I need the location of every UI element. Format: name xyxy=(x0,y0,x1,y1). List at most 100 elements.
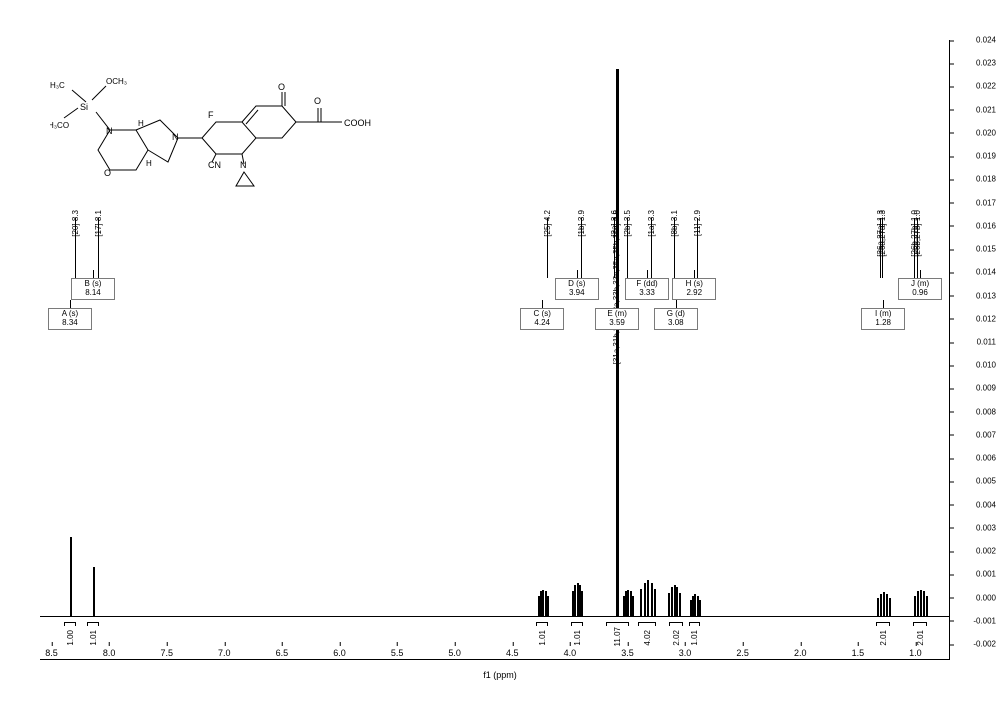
x-tick: 3.0 xyxy=(679,648,692,658)
nmr-peak xyxy=(651,583,653,617)
svg-text:H: H xyxy=(138,119,144,128)
integral-value: 2.01 xyxy=(916,630,925,646)
nmr-peak xyxy=(920,590,922,617)
multiplet-stem xyxy=(542,300,543,308)
peak-label-stem xyxy=(651,218,652,278)
x-tick: 3.5 xyxy=(621,648,634,658)
y-tick: 0.021 xyxy=(956,105,996,114)
nmr-peak xyxy=(93,567,95,617)
integral-bracket xyxy=(638,622,655,626)
svg-text:H₃CO: H₃CO xyxy=(50,121,69,130)
svg-text:H: H xyxy=(146,159,152,168)
integral-bracket xyxy=(87,622,99,626)
x-tick: 8.5 xyxy=(45,648,58,658)
integral-value: 1.01 xyxy=(573,630,582,646)
peak-label-stem xyxy=(674,218,675,278)
svg-text:Si: Si xyxy=(80,102,88,112)
multiplet-box: D (s)3.94 xyxy=(555,278,599,300)
x-tick: 2.0 xyxy=(794,648,807,658)
molecular-structure: Si H₃C OCH₃ H₃CO N O N H H F CN N xyxy=(50,50,400,220)
nmr-peak xyxy=(676,587,678,617)
nmr-peak xyxy=(699,600,701,617)
x-tick: 5.0 xyxy=(448,648,461,658)
y-tick: 0.014 xyxy=(956,268,996,277)
y-tick: 0.023 xyxy=(956,59,996,68)
nmr-peak xyxy=(926,596,928,617)
multiplet-box: G (d)3.08 xyxy=(654,308,698,330)
y-tick: 0.002 xyxy=(956,547,996,556)
nmr-peak xyxy=(917,591,919,617)
peak-label-stem xyxy=(98,218,99,278)
x-tick: 6.5 xyxy=(276,648,289,658)
x-tick: 4.5 xyxy=(506,648,519,658)
svg-text:O: O xyxy=(104,168,111,178)
integral-value: 2.02 xyxy=(672,630,681,646)
y-tick: -0.002 xyxy=(956,640,996,649)
peak-label-stem xyxy=(547,218,548,278)
integral-bracket xyxy=(876,622,890,626)
integral-bracket xyxy=(689,622,701,626)
multiplet-stem xyxy=(647,270,648,278)
nmr-peak xyxy=(883,592,885,617)
multiplet-stem xyxy=(70,300,71,308)
multiplet-box: H (s)2.92 xyxy=(672,278,716,300)
x-tick: 6.0 xyxy=(333,648,346,658)
y-tick: 0.012 xyxy=(956,314,996,323)
nmr-peak xyxy=(668,593,670,617)
peak-label-stem xyxy=(882,218,883,278)
nmr-peak xyxy=(914,596,916,617)
x-axis-label: f1 (ppm) xyxy=(483,670,517,680)
x-axis-line-bottom xyxy=(40,659,950,660)
integral-bracket xyxy=(571,622,583,626)
integral-value: 1.01 xyxy=(538,630,547,646)
y-tick: 0.016 xyxy=(956,221,996,230)
y-axis: 0.0240.0230.0220.0210.0200.0190.0180.017… xyxy=(956,40,996,644)
multiplet-box: F (dd)3.33 xyxy=(625,278,669,300)
peak-label-stem xyxy=(616,218,617,278)
svg-text:COOH: COOH xyxy=(344,118,371,128)
svg-text:N: N xyxy=(106,126,113,136)
svg-text:CN: CN xyxy=(208,160,221,170)
y-tick: 0.010 xyxy=(956,361,996,370)
y-tick: 0.008 xyxy=(956,407,996,416)
multiplet-stem xyxy=(883,300,884,308)
integral-value: 1.00 xyxy=(66,630,75,646)
integral-bracket xyxy=(913,622,927,626)
nmr-peak xyxy=(644,583,646,617)
nmr-peak xyxy=(674,585,676,617)
y-tick: 0.009 xyxy=(956,384,996,393)
y-tick: 0.006 xyxy=(956,454,996,463)
multiplet-box: I (m)1.28 xyxy=(861,308,905,330)
y-tick: 0.011 xyxy=(956,338,996,347)
nmr-peak xyxy=(647,580,649,617)
nmr-peak xyxy=(632,596,634,617)
nmr-peak xyxy=(671,587,673,617)
svg-text:N: N xyxy=(172,132,179,142)
multiplet-stem xyxy=(617,300,618,308)
peak-label-stem xyxy=(697,218,698,278)
integral-value: 2.01 xyxy=(879,630,888,646)
y-tick: 0.024 xyxy=(956,36,996,45)
y-tick: 0.018 xyxy=(956,175,996,184)
multiplet-box: C (s)4.24 xyxy=(520,308,564,330)
x-tick: 5.5 xyxy=(391,648,404,658)
multiplet-stem xyxy=(694,270,695,278)
nmr-peak xyxy=(547,596,549,617)
peak-label-stem xyxy=(581,218,582,278)
y-tick: 0.019 xyxy=(956,152,996,161)
peak-label-stem xyxy=(75,218,76,278)
svg-text:H₃C: H₃C xyxy=(50,81,65,90)
svg-text:F: F xyxy=(208,110,214,120)
y-tick: 0.015 xyxy=(956,245,996,254)
multiplet-box: E (m)3.59 xyxy=(595,308,639,330)
integral-value: 1.01 xyxy=(89,630,98,646)
nmr-peak xyxy=(581,591,583,617)
nmr-peak xyxy=(877,598,879,617)
nmr-peak xyxy=(923,591,925,617)
svg-text:O: O xyxy=(278,82,285,92)
nmr-peak xyxy=(70,537,72,617)
nmr-peak xyxy=(880,594,882,617)
y-tick: 0.013 xyxy=(956,291,996,300)
peak-label-stem xyxy=(917,218,918,278)
x-tick: 4.0 xyxy=(564,648,577,658)
